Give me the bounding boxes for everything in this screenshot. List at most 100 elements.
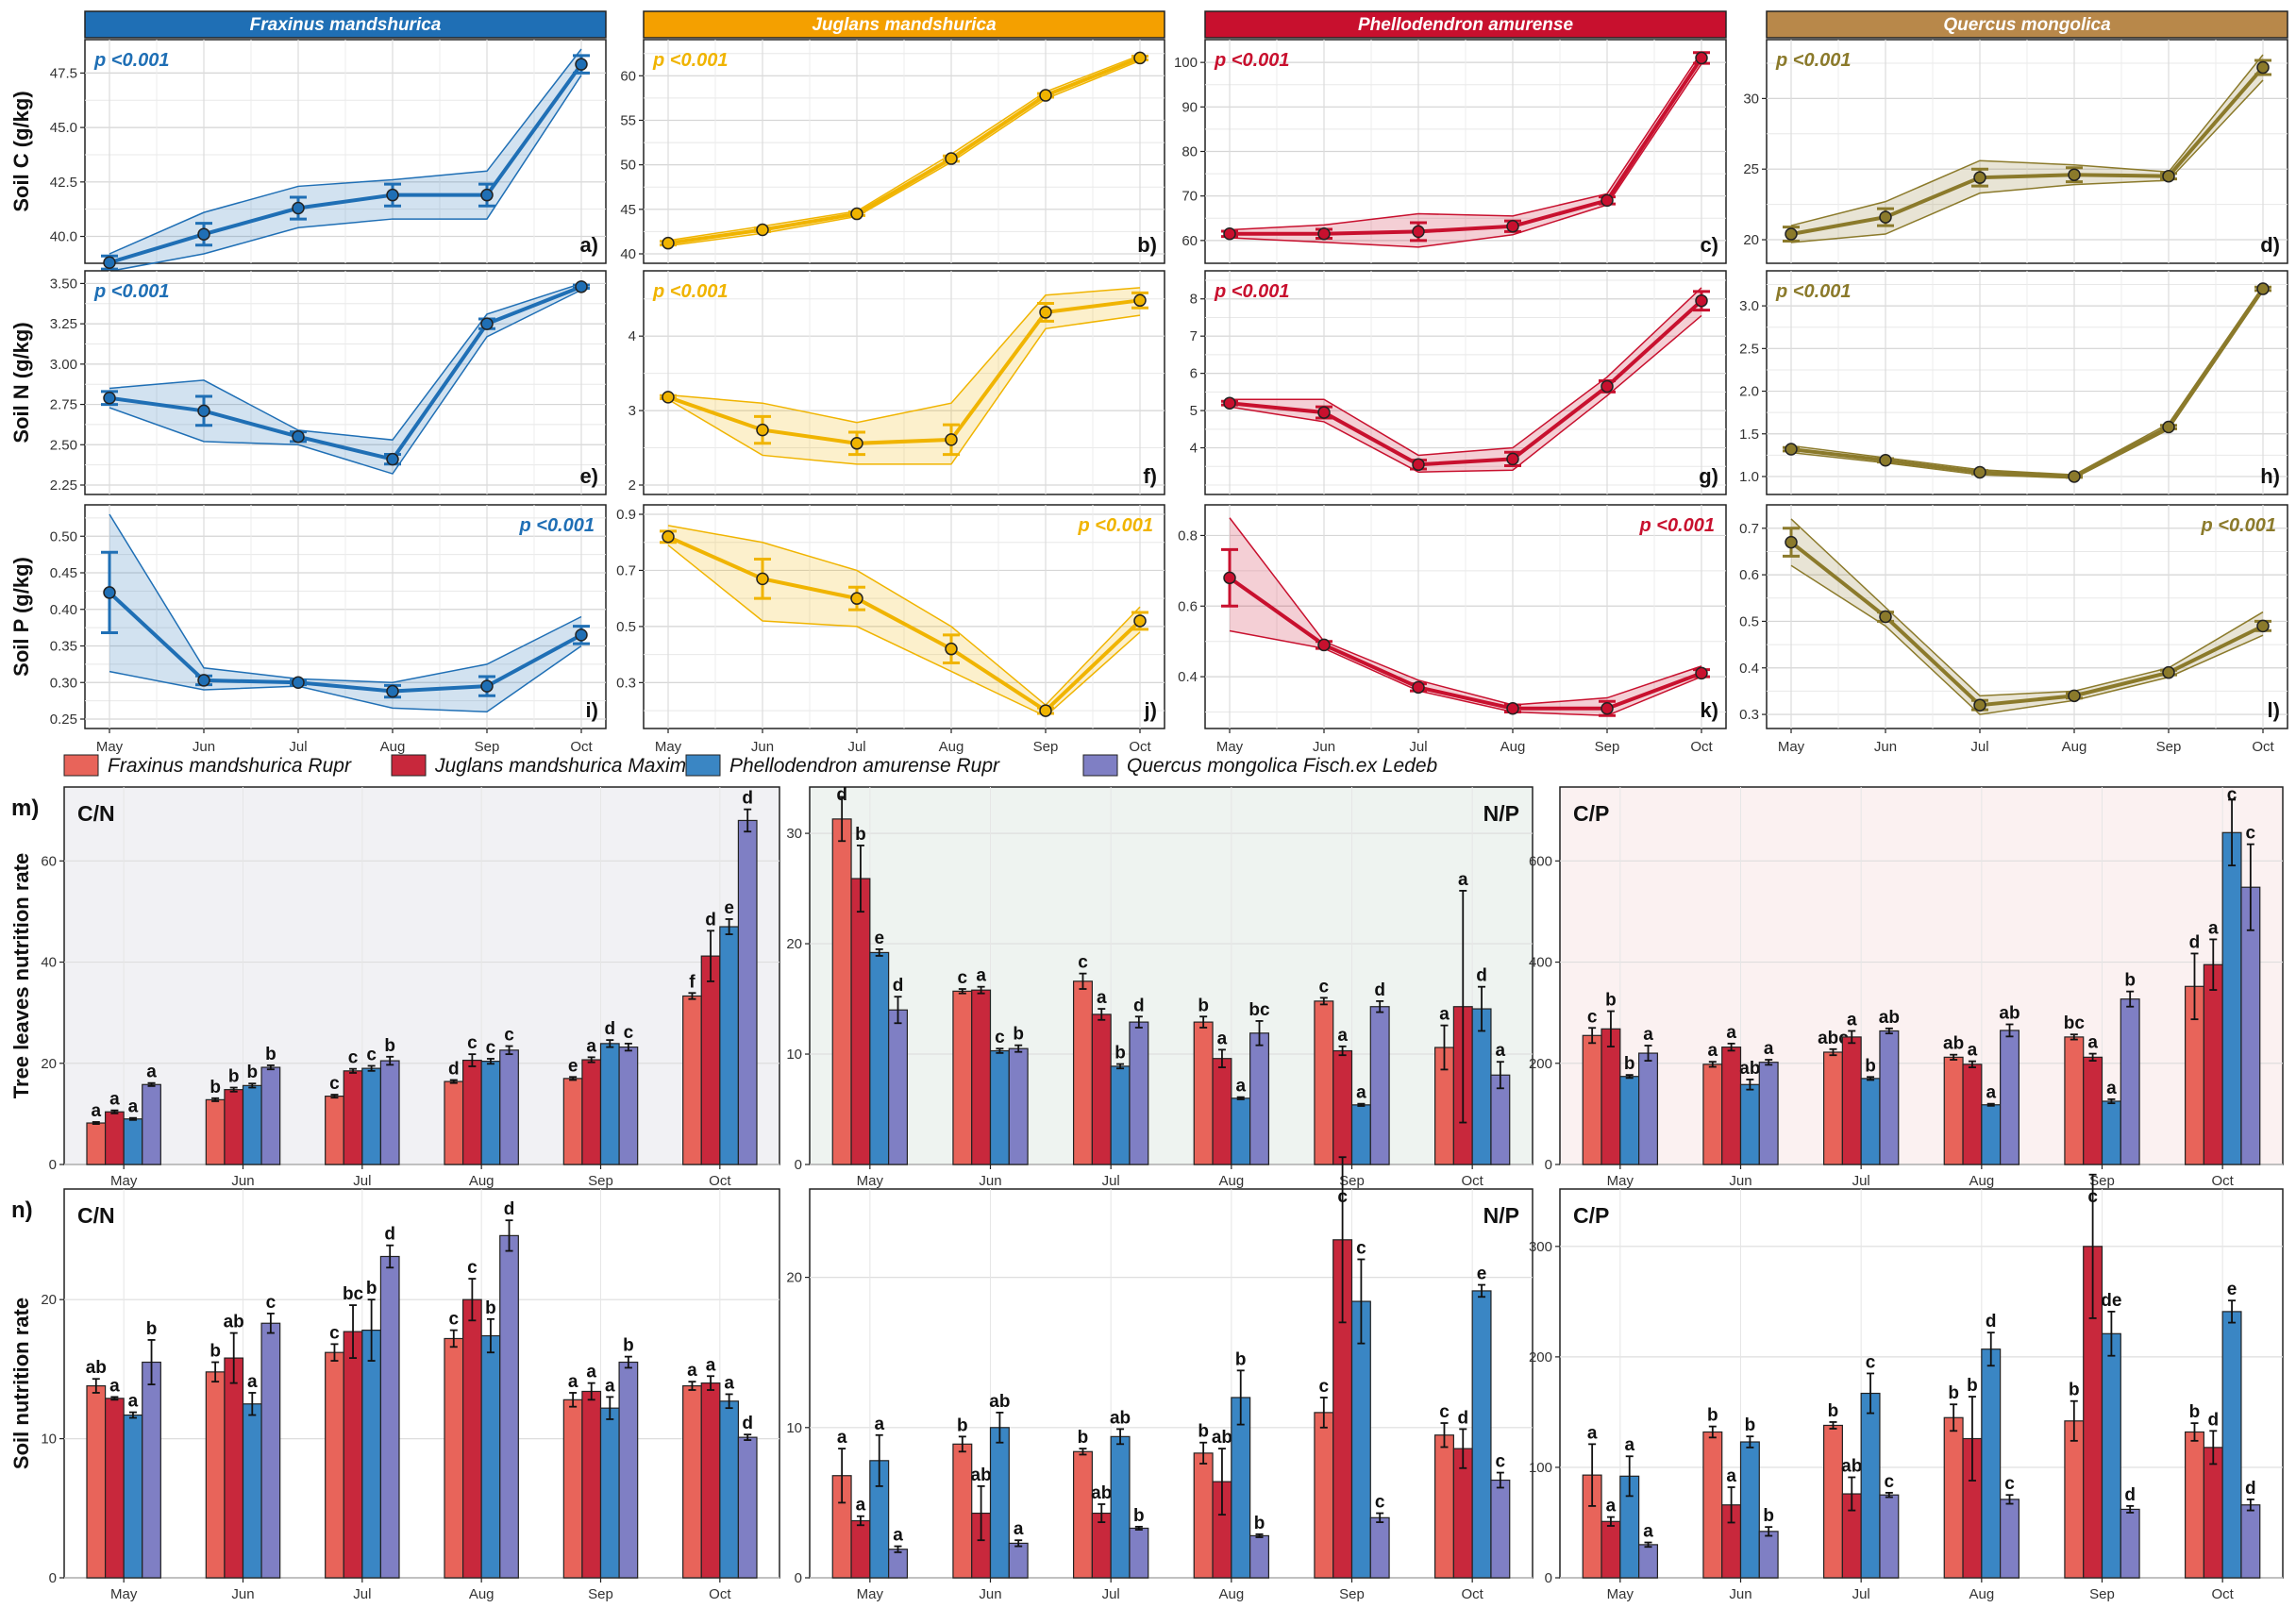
- panel-letter: a): [579, 233, 598, 257]
- bar: [581, 1059, 602, 1165]
- y-tick-label: 0.9: [616, 507, 636, 523]
- y-tick-label: 0.50: [50, 528, 77, 544]
- species-header-1: Fraxinus mandshurica: [84, 10, 607, 39]
- data-point: [386, 188, 399, 202]
- x-tick-label: Oct: [2211, 1173, 2234, 1189]
- data-point: [1695, 293, 1708, 308]
- ratio-title: N/P: [1483, 1203, 1519, 1228]
- bar: [888, 1549, 909, 1579]
- data-point: [1412, 680, 1425, 695]
- significance-letter: d: [1457, 1408, 1468, 1428]
- y-tick-label: 90: [1182, 99, 1198, 115]
- legend-label: Quercus mongolica Fisch.ex Ledeb: [1127, 755, 1437, 777]
- band-upper-edge: [109, 282, 582, 441]
- data-point: [386, 452, 399, 466]
- x-tick-label: Jul: [847, 739, 865, 755]
- bar: [343, 1331, 363, 1579]
- x-tick-label: Aug: [469, 1173, 494, 1189]
- x-tick-label: May: [1778, 739, 1805, 755]
- bar: [1943, 1416, 1964, 1579]
- significance-letter: a: [109, 1376, 120, 1396]
- significance-letter: d: [384, 1225, 395, 1245]
- y-tick-label: 2.25: [50, 477, 77, 494]
- bar: [1314, 1000, 1334, 1165]
- x-tick-label: Oct: [1461, 1173, 1483, 1189]
- line-panel-l: 0.3 0.4 0.5 0.6 0.7 p <0.001 l) May Jun Jul Aug Sep…: [1739, 504, 2288, 755]
- significance-letter: a: [586, 1036, 596, 1056]
- bar: [1072, 980, 1093, 1165]
- bar: [1582, 1034, 1602, 1165]
- data-point: [1879, 210, 1892, 224]
- species-header-label: Quercus mongolica: [1943, 15, 2111, 35]
- species-header-label: Juglans mandshurica: [812, 15, 997, 35]
- bar: [1739, 1441, 1760, 1579]
- y-tick-label: 0.25: [50, 712, 77, 728]
- panel-letter: g): [1699, 464, 1718, 488]
- band-upper-edge: [109, 48, 582, 255]
- significance-letter: f: [689, 972, 696, 992]
- data-point: [103, 256, 116, 269]
- x-tick-label: Jul: [353, 1173, 371, 1189]
- data-point: [386, 684, 399, 698]
- bar: [1369, 1006, 1390, 1165]
- data-point: [2256, 619, 2270, 633]
- bar: [888, 1009, 909, 1165]
- y-tick-label: 40: [41, 955, 57, 971]
- significance-letter: b: [1763, 1506, 1774, 1526]
- significance-letter: c: [467, 1258, 478, 1278]
- data-point: [1785, 443, 1798, 456]
- y-tick-label: 40: [620, 246, 636, 262]
- bar: [1008, 1542, 1029, 1579]
- significance-letter: a: [2106, 1079, 2117, 1098]
- significance-letter: a: [893, 1526, 903, 1546]
- band-lower-edge: [1229, 629, 1702, 717]
- panel-letter: e): [579, 464, 598, 488]
- significance-letter: ab: [86, 1358, 107, 1378]
- bar: [1841, 1036, 1862, 1165]
- significance-letter: a: [109, 1090, 120, 1110]
- significance-letter: b: [1198, 1422, 1209, 1442]
- bar: [1249, 1534, 1270, 1579]
- bar: [599, 1407, 620, 1579]
- species-header-label: Phellodendron amurense: [1358, 15, 1573, 35]
- data-point: [1506, 220, 1519, 233]
- data-point: [103, 586, 116, 599]
- line-panel-c: 60 70 80 90 100 p <0.001 c): [1174, 39, 1727, 264]
- bar: [1758, 1062, 1779, 1165]
- bar: [1332, 1049, 1353, 1165]
- x-tick-label: Jun: [193, 739, 215, 755]
- significance-letter: e: [568, 1056, 578, 1076]
- significance-letter: b: [1624, 1054, 1635, 1074]
- panel-letter: d): [2260, 233, 2280, 257]
- significance-letter: d: [836, 785, 847, 805]
- data-point: [292, 201, 305, 215]
- ratio-title: C/N: [77, 1203, 115, 1228]
- significance-letter: c: [1587, 1007, 1598, 1027]
- x-tick-label: Sep: [588, 1586, 613, 1602]
- significance-letter: a: [1097, 988, 1107, 1008]
- data-point: [756, 572, 769, 586]
- ratio-title: N/P: [1483, 801, 1519, 826]
- bar: [260, 1066, 281, 1165]
- data-point: [197, 674, 210, 687]
- data-point: [1973, 171, 1986, 184]
- y-tick-label: 20: [41, 1292, 57, 1308]
- x-tick-label: Sep: [2156, 739, 2182, 755]
- mean-line: [1790, 287, 2265, 478]
- x-tick-label: May: [1216, 739, 1244, 755]
- y-tick-label: 2: [628, 477, 636, 494]
- significance-letter: a: [1643, 1025, 1653, 1045]
- significance-letter: ab: [1110, 1408, 1131, 1428]
- mean-line: [667, 298, 1141, 445]
- significance-letter: ab: [1841, 1456, 1862, 1476]
- significance-letter: c: [329, 1323, 340, 1343]
- mean-line: [1230, 57, 1703, 236]
- y-tick-label: 20: [786, 936, 802, 952]
- band-lower-edge: [667, 59, 1141, 247]
- bar: [1193, 1021, 1214, 1165]
- bar: [123, 1414, 143, 1579]
- bar: [719, 926, 740, 1165]
- data-point: [756, 423, 769, 437]
